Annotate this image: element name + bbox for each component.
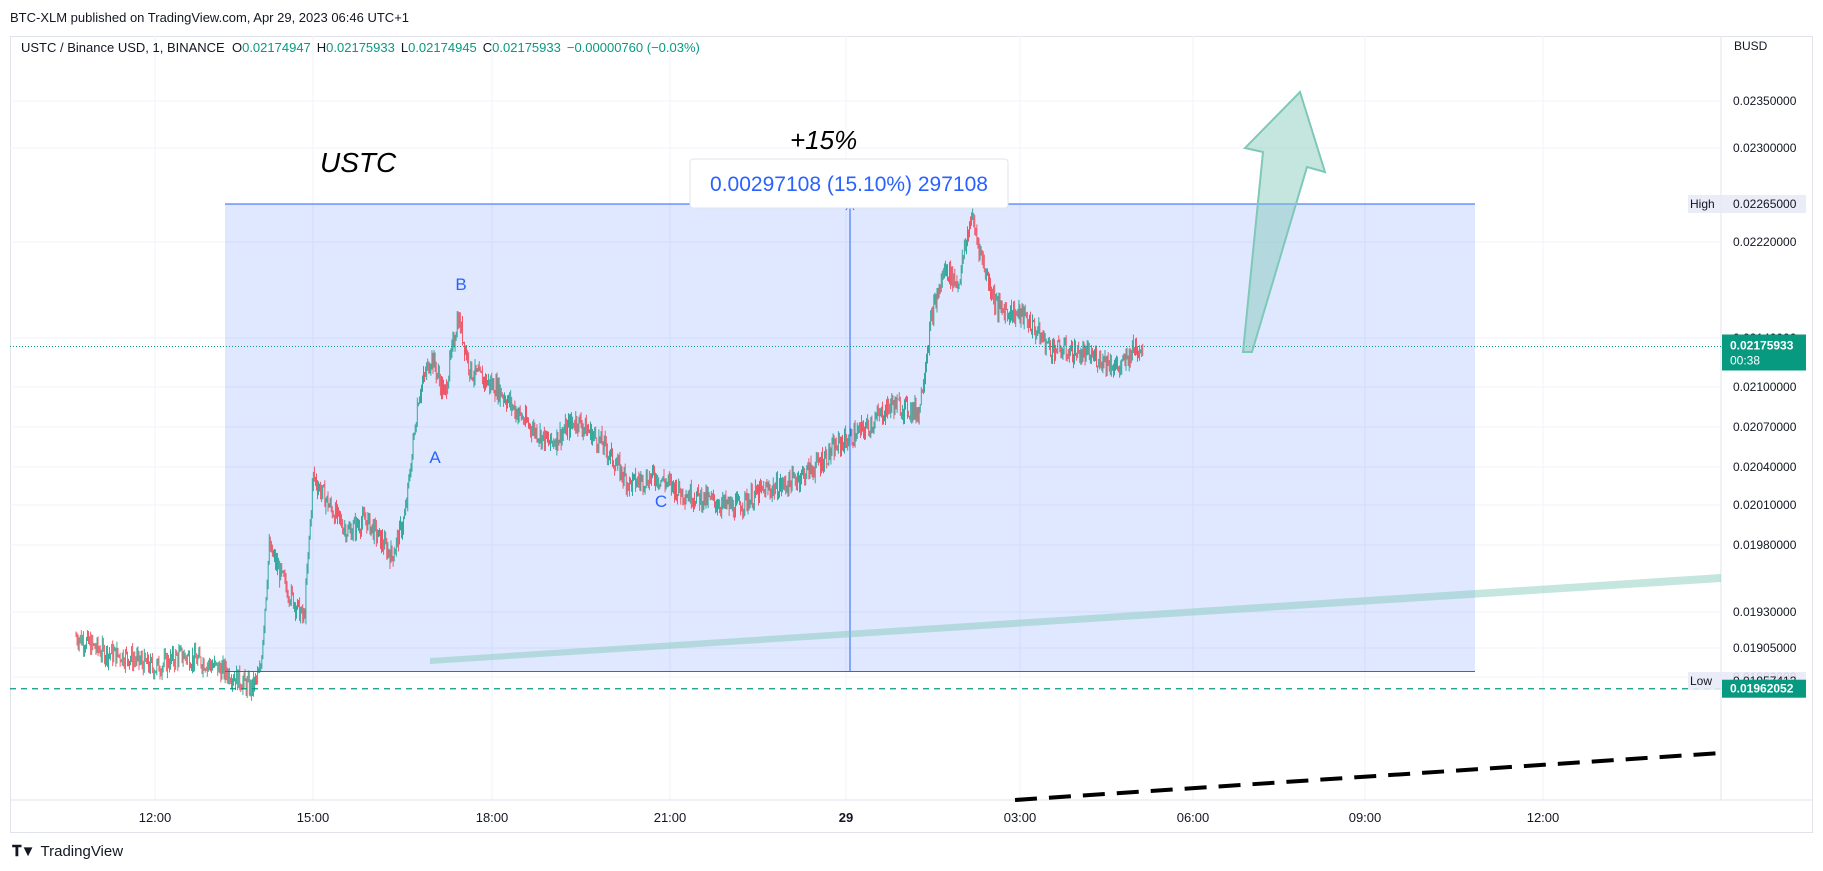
last-price-value: 0.02175933 — [1730, 339, 1794, 353]
high-value: 0.02265000 — [1733, 197, 1797, 211]
low-label: L — [400, 40, 409, 55]
symbol-name[interactable]: USTC / Binance USD, 1, BINANCE — [21, 40, 225, 55]
chart-title-text: USTC — [320, 147, 397, 178]
price-tick-label: 0.01980000 — [1733, 538, 1797, 552]
price-tick-label: 0.01930000 — [1733, 605, 1797, 619]
price-tick-label: 0.02350000 — [1733, 94, 1797, 108]
countdown-value: 00:38 — [1730, 354, 1760, 368]
price-tick-label: 0.02010000 — [1733, 498, 1797, 512]
publish-info: BTC-XLM published on TradingView.com, Ap… — [10, 10, 410, 25]
measure-label-box — [689, 158, 1009, 209]
wave-label-a: A — [429, 448, 441, 467]
time-tick-label: 12:00 — [139, 810, 172, 825]
tradingview-icon: 𝐓▼ — [12, 843, 35, 860]
time-tick-label: 15:00 — [297, 810, 330, 825]
dashed-level-badge — [1722, 679, 1806, 698]
price-tick-label: 0.02300000 — [1733, 141, 1797, 155]
high-value: 0.02175933 — [326, 40, 395, 55]
change-value: −0.00000760 (−0.03%) — [566, 40, 700, 55]
time-tick-label: 09:00 — [1349, 810, 1382, 825]
price-tick-label: 0.02040000 — [1733, 460, 1797, 474]
tradingview-logo[interactable]: 𝐓▼ TradingView — [12, 843, 123, 860]
high-label: High — [1690, 197, 1715, 211]
chart-grid — [10, 36, 1813, 801]
chart-frame — [10, 36, 1813, 833]
dashed-level-value: 0.01962052 — [1730, 682, 1794, 696]
support-dashed-line — [1014, 751, 1722, 802]
price-tick-label: 0.02220000 — [1733, 235, 1797, 249]
last-price-badge — [1722, 334, 1806, 371]
price-tick-label: 0.02100000 — [1733, 380, 1797, 394]
tradingview-brand: TradingView — [40, 843, 124, 860]
time-tick-label: 03:00 — [1004, 810, 1037, 825]
wave-label-c: C — [655, 492, 667, 511]
percent-annotation: +15% — [790, 125, 857, 155]
time-tick-label: 21:00 — [654, 810, 687, 825]
close-label: C — [482, 40, 493, 55]
low-label: Low — [1690, 674, 1712, 688]
time-tick-label: 06:00 — [1177, 810, 1210, 825]
open-label: O — [231, 40, 243, 55]
time-tick-label: 29 — [839, 810, 853, 825]
open-value: 0.02174947 — [242, 40, 311, 55]
close-value: 0.02175933 — [492, 40, 561, 55]
target-arrow — [1241, 90, 1327, 353]
low-value: 0.02174945 — [408, 40, 477, 55]
trend-band — [430, 574, 1721, 664]
high-badge — [1688, 195, 1806, 213]
currency-label[interactable]: BUSD — [1734, 39, 1768, 53]
wave-label-b: B — [455, 275, 466, 294]
time-tick-label: 12:00 — [1527, 810, 1560, 825]
price-tick-label: 0.01905000 — [1733, 641, 1797, 655]
high-label: H — [316, 40, 327, 55]
time-tick-label: 18:00 — [476, 810, 509, 825]
price-axis: 0.023500000.023000000.022200000.02140000… — [1688, 94, 1806, 698]
symbol-header[interactable]: USTC / Binance USD, 1, BINANCE O0.021749… — [21, 40, 706, 55]
drawing-overlays: USTC +15% 0.00297108 (15.10%) 297108 B A C — [10, 90, 1722, 802]
candles — [75, 207, 1144, 701]
time-axis: 12:00 15:00 18:00 21:00 29 03:00 06:00 09:00 12:… — [139, 810, 1560, 825]
measure-label: 0.00297108 (15.10%) 297108 — [710, 173, 988, 196]
price-tick-label: 0.02070000 — [1733, 420, 1797, 434]
